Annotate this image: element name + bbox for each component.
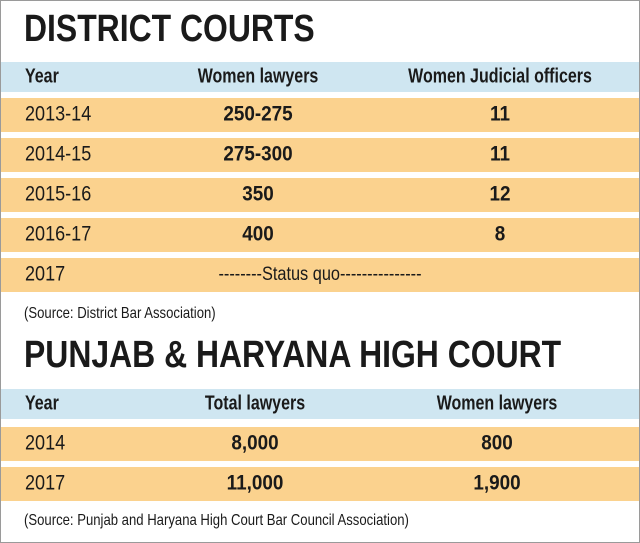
- row-band: [1, 98, 639, 132]
- value-cell: 350: [242, 183, 274, 206]
- year-cell-wrap: 2014: [25, 431, 65, 455]
- value-cell-wrap: 250-275: [223, 103, 292, 126]
- source-note-wrap: (Source: District Bar Association): [24, 305, 216, 322]
- year-cell-wrap: 2013-14: [25, 102, 91, 126]
- source-note: (Source: District Bar Association): [24, 305, 216, 322]
- row-band: [1, 427, 639, 461]
- value-cell: 275-300: [223, 143, 292, 166]
- year-cell: 2014: [25, 431, 65, 455]
- year-cell: 2017: [25, 262, 65, 286]
- year-cell: 2017: [25, 471, 65, 495]
- column-header: Total lawyers: [205, 392, 305, 414]
- value-cell: 12: [489, 183, 510, 206]
- year-cell: 2016-17: [25, 222, 91, 246]
- section-title-wrap: DISTRICT COURTS: [24, 7, 315, 49]
- value-cell-wrap: 8,000: [231, 432, 278, 455]
- value-cell: 250-275: [223, 103, 292, 126]
- value-cell: 800: [481, 432, 513, 455]
- section-title: PUNJAB & HARYANA HIGH COURT: [24, 333, 562, 375]
- note-cell-wrap: --------Status quo---------------: [218, 263, 421, 284]
- row-band: [1, 258, 639, 292]
- year-cell: 2014-15: [25, 142, 91, 166]
- row-band: [1, 218, 639, 252]
- header-band: [1, 389, 639, 419]
- value-cell: 1,900: [473, 472, 520, 495]
- value-cell-wrap: 8: [495, 223, 506, 246]
- value-cell: 11: [490, 103, 510, 126]
- section-title-wrap: PUNJAB & HARYANA HIGH COURT: [24, 333, 562, 375]
- value-cell-wrap: 275-300: [223, 143, 292, 166]
- value-cell-wrap: 350: [242, 183, 274, 206]
- year-cell-wrap: 2014-15: [25, 142, 91, 166]
- value-cell-wrap: 400: [242, 223, 274, 246]
- column-header: Year: [25, 65, 59, 87]
- row-band: [1, 467, 639, 501]
- column-header: Women lawyers: [437, 392, 558, 414]
- value-cell-wrap: 11,000: [227, 472, 284, 495]
- column-header-wrap: Women lawyers: [437, 392, 558, 414]
- value-cell-wrap: 11: [490, 103, 510, 126]
- value-cell-wrap: 11: [490, 143, 510, 166]
- value-cell-wrap: 1,900: [473, 472, 520, 495]
- value-cell: 11,000: [227, 472, 284, 495]
- value-cell-wrap: 12: [489, 183, 510, 206]
- note-cell: --------Status quo---------------: [218, 263, 421, 284]
- year-cell-wrap: 2017: [25, 262, 65, 286]
- column-header-wrap: Total lawyers: [205, 392, 305, 414]
- column-header: Year: [25, 392, 59, 414]
- column-header-wrap: Year: [25, 392, 59, 414]
- section-title: DISTRICT COURTS: [24, 7, 315, 49]
- year-cell: 2015-16: [25, 182, 91, 206]
- column-header-wrap: Year: [25, 65, 59, 87]
- column-header: Women lawyers: [198, 65, 319, 87]
- row-band: [1, 178, 639, 212]
- value-cell: 11: [490, 143, 510, 166]
- year-cell-wrap: 2015-16: [25, 182, 91, 206]
- row-band: [1, 138, 639, 172]
- column-header-wrap: Women Judicial officers: [408, 65, 592, 87]
- value-cell: 400: [242, 223, 274, 246]
- year-cell: 2013-14: [25, 102, 91, 126]
- value-cell: 8: [495, 223, 506, 246]
- source-note-wrap: (Source: Punjab and Haryana High Court B…: [24, 512, 409, 529]
- year-cell-wrap: 2016-17: [25, 222, 91, 246]
- header-band: [1, 62, 639, 92]
- year-cell-wrap: 2017: [25, 471, 65, 495]
- source-note: (Source: Punjab and Haryana High Court B…: [24, 512, 409, 529]
- column-header: Women Judicial officers: [408, 65, 592, 87]
- column-header-wrap: Women lawyers: [198, 65, 319, 87]
- value-cell-wrap: 800: [481, 432, 513, 455]
- value-cell: 8,000: [231, 432, 278, 455]
